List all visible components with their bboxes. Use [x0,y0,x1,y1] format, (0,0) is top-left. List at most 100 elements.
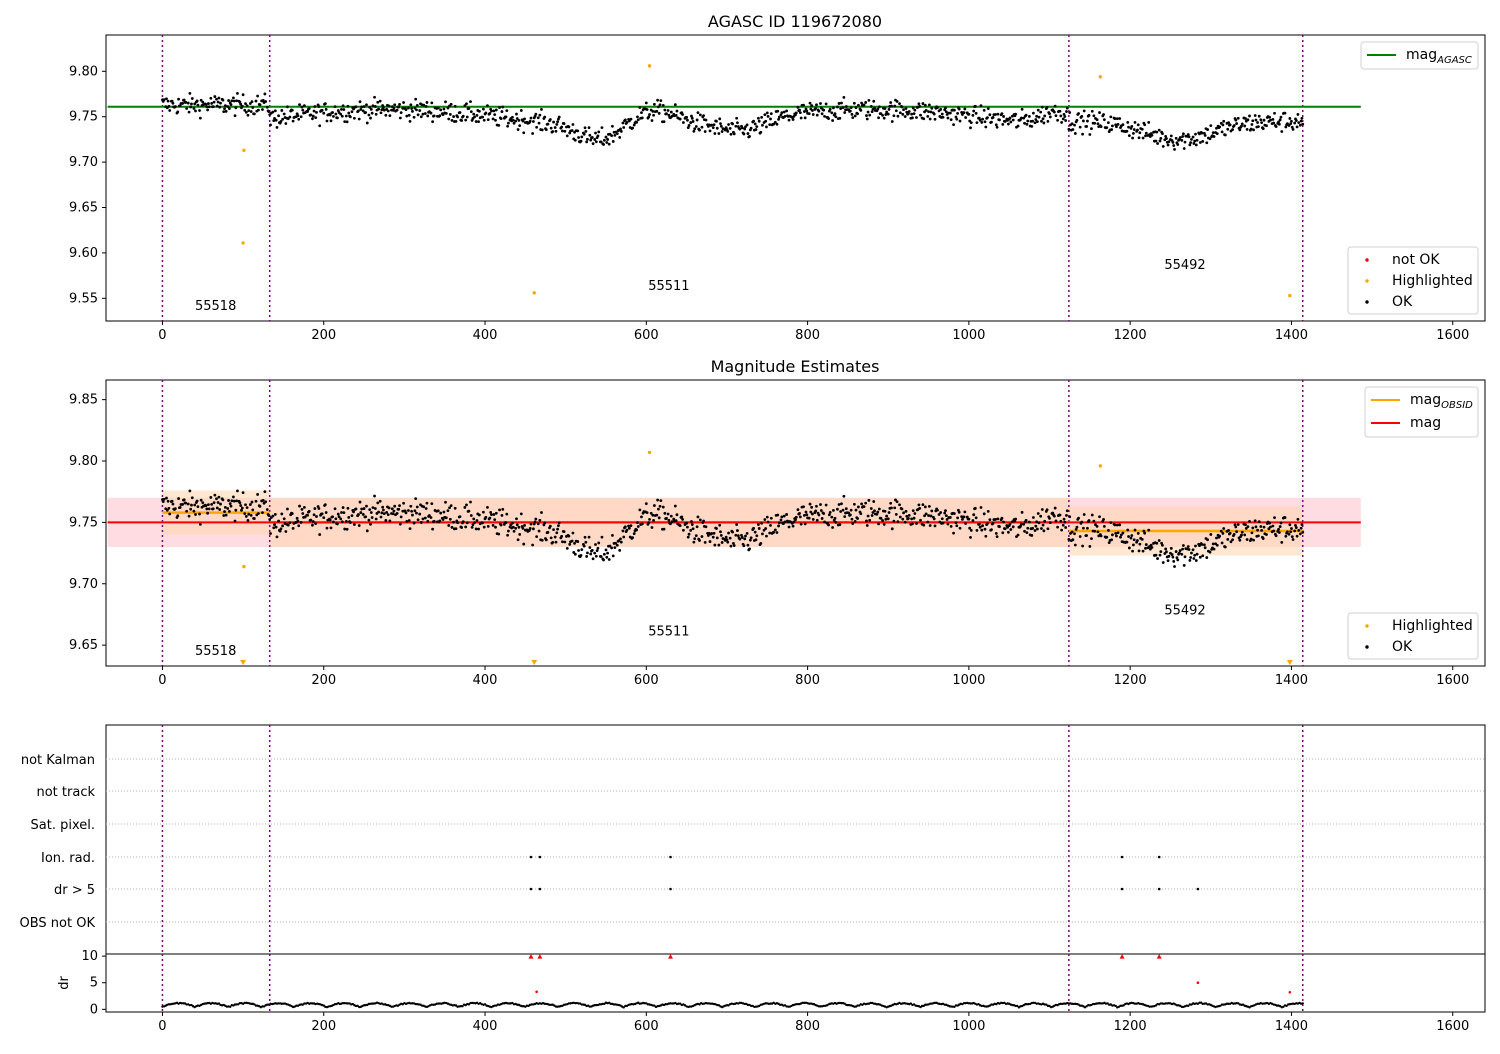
ok-point [492,109,496,113]
ok-point [638,106,642,109]
ok-point [986,522,989,526]
ok-point [340,114,344,118]
ok-point [360,507,364,511]
ok-point [783,520,787,524]
ok-point [725,538,729,542]
ok-point [597,130,601,134]
ok-point [376,100,380,104]
ok-point [765,125,768,129]
ok-point [573,541,576,545]
dr-point [322,1004,325,1007]
dr-point [953,1005,956,1009]
ok-point [765,534,768,538]
ok-point [336,512,340,516]
ok-point [456,521,460,525]
ok-point [1041,117,1045,121]
ok-point [324,511,328,514]
ok-point [864,101,868,104]
ok-point [883,107,887,110]
ok-point [883,509,887,513]
ok-point [195,99,199,103]
ok-point [1113,523,1117,527]
ok-point [1293,121,1297,125]
ok-point [651,513,655,517]
ok-point [930,106,934,110]
ok-point [690,116,694,120]
agasc-panel-title: AGASC ID 119672080 [708,12,882,31]
ok-point [856,517,859,520]
ok-point [615,543,619,547]
ok-point [173,507,177,510]
ok-point [1046,527,1050,531]
ok-point [421,517,425,521]
ok-point [614,541,618,545]
ok-point [719,124,723,128]
ok-point [1105,535,1109,539]
ok-point [182,498,186,502]
ok-point [215,506,219,510]
ok-point [537,529,541,533]
ok-point [841,106,845,110]
ok-point [1045,508,1049,512]
ok-point [591,557,595,561]
ok-point [710,532,714,535]
ok-point [946,522,950,526]
ok-point [481,115,485,119]
ok-point [936,508,939,512]
ok-point [911,509,915,513]
ok-point [181,503,185,506]
ok-point [961,517,964,521]
ok-point [597,541,601,545]
ok-point [769,516,773,520]
ok-point [377,510,380,514]
ok-point [753,530,757,534]
ok-point [1169,134,1173,138]
ok-point [340,520,344,524]
ok-point [279,120,283,123]
ok-point [1194,544,1197,548]
ok-point [273,109,277,113]
ok-point [1261,127,1265,131]
ok-point [165,97,168,101]
dr-point [228,1005,232,1008]
ok-point [1093,529,1097,533]
ok-point [586,551,589,555]
ok-point [532,120,535,123]
ok-point [827,513,831,517]
ok-point [1286,530,1289,534]
ok-point [1186,545,1190,548]
ok-point [1081,132,1084,136]
ok-point [1205,141,1209,145]
ok-point [1054,114,1058,118]
ok-point [1090,537,1093,540]
ok-point [907,112,910,116]
x-tick-label: 600 [634,328,659,343]
ok-point [977,522,981,526]
ok-point [205,507,209,511]
ok-point [473,521,476,525]
ok-point [896,520,900,524]
ok-point [1215,543,1219,547]
dr-point [1285,1004,1288,1008]
ok-point [249,110,253,113]
ok-point [426,114,430,118]
ok-point [742,544,746,548]
y-tick-label: 9.70 [69,577,98,592]
legend2-highlighted-marker [1365,624,1369,628]
ok-point [317,105,321,108]
ok-point [613,133,617,137]
flag-points [529,855,1200,891]
ok-point [271,514,275,518]
ok-point [662,120,666,124]
ok-point [720,130,724,133]
ok-point [1175,556,1179,560]
ok-point [588,133,592,137]
ok-point [973,506,977,510]
ok-point [307,107,311,110]
ok-point [798,515,802,519]
ok-point [271,110,275,114]
ok-point [746,543,750,547]
ok-point [538,113,542,117]
ok-point [901,112,905,116]
